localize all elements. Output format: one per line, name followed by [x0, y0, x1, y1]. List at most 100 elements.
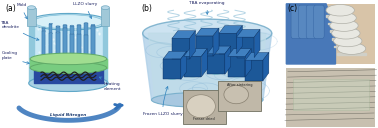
- Ellipse shape: [326, 4, 355, 16]
- Polygon shape: [228, 49, 251, 56]
- Ellipse shape: [152, 92, 263, 108]
- FancyBboxPatch shape: [63, 28, 67, 59]
- Polygon shape: [213, 28, 219, 56]
- FancyBboxPatch shape: [163, 59, 181, 79]
- Ellipse shape: [143, 19, 272, 47]
- Ellipse shape: [29, 13, 108, 30]
- Text: Frozen LLZO slurry: Frozen LLZO slurry: [143, 87, 182, 116]
- FancyBboxPatch shape: [207, 54, 225, 74]
- Ellipse shape: [84, 30, 88, 31]
- FancyBboxPatch shape: [137, 0, 284, 128]
- FancyBboxPatch shape: [42, 24, 45, 59]
- Text: Mold: Mold: [16, 3, 27, 19]
- Ellipse shape: [187, 74, 198, 77]
- FancyBboxPatch shape: [306, 5, 316, 38]
- Ellipse shape: [63, 28, 67, 29]
- Text: TBA
dendrite: TBA dendrite: [2, 21, 39, 40]
- Ellipse shape: [56, 27, 59, 28]
- FancyBboxPatch shape: [49, 24, 53, 59]
- Polygon shape: [328, 23, 356, 24]
- Ellipse shape: [337, 43, 366, 54]
- Polygon shape: [330, 30, 358, 32]
- FancyBboxPatch shape: [291, 5, 301, 38]
- Polygon shape: [195, 28, 219, 36]
- Ellipse shape: [49, 23, 53, 24]
- Ellipse shape: [101, 6, 110, 10]
- Ellipse shape: [91, 26, 95, 27]
- Ellipse shape: [91, 24, 95, 25]
- FancyBboxPatch shape: [27, 8, 36, 26]
- FancyBboxPatch shape: [245, 60, 263, 81]
- Ellipse shape: [77, 33, 81, 34]
- Ellipse shape: [63, 29, 67, 30]
- FancyBboxPatch shape: [70, 30, 74, 59]
- FancyBboxPatch shape: [42, 31, 45, 59]
- FancyBboxPatch shape: [63, 29, 67, 59]
- Polygon shape: [245, 49, 251, 77]
- FancyBboxPatch shape: [218, 81, 261, 111]
- FancyBboxPatch shape: [56, 26, 59, 59]
- Polygon shape: [237, 26, 242, 54]
- FancyBboxPatch shape: [70, 34, 74, 59]
- Polygon shape: [143, 33, 272, 100]
- FancyBboxPatch shape: [314, 5, 324, 38]
- FancyBboxPatch shape: [228, 56, 245, 77]
- FancyBboxPatch shape: [299, 5, 309, 38]
- FancyBboxPatch shape: [284, 0, 378, 128]
- Text: TBA evaporating: TBA evaporating: [189, 1, 225, 14]
- FancyBboxPatch shape: [195, 36, 213, 56]
- Polygon shape: [293, 79, 369, 110]
- Ellipse shape: [231, 74, 242, 77]
- Text: (a): (a): [5, 4, 16, 13]
- Polygon shape: [219, 26, 242, 33]
- FancyBboxPatch shape: [49, 27, 53, 59]
- Ellipse shape: [328, 12, 356, 24]
- Ellipse shape: [224, 86, 249, 104]
- Polygon shape: [201, 49, 207, 77]
- Ellipse shape: [77, 28, 81, 29]
- Ellipse shape: [330, 20, 358, 31]
- Polygon shape: [333, 46, 362, 47]
- FancyBboxPatch shape: [91, 25, 95, 59]
- FancyBboxPatch shape: [56, 27, 59, 59]
- Polygon shape: [263, 52, 269, 81]
- Ellipse shape: [42, 24, 45, 25]
- Polygon shape: [287, 4, 336, 64]
- Ellipse shape: [70, 33, 74, 34]
- Ellipse shape: [70, 30, 74, 31]
- Ellipse shape: [49, 27, 53, 28]
- Ellipse shape: [333, 35, 362, 47]
- Text: Heating
element: Heating element: [99, 77, 121, 91]
- FancyBboxPatch shape: [77, 29, 81, 59]
- Polygon shape: [184, 49, 207, 56]
- Polygon shape: [207, 46, 231, 54]
- Ellipse shape: [249, 77, 259, 81]
- FancyBboxPatch shape: [287, 4, 375, 64]
- Text: Liquid Nitrogen: Liquid Nitrogen: [50, 113, 87, 117]
- Polygon shape: [190, 31, 195, 59]
- FancyBboxPatch shape: [84, 35, 88, 59]
- Ellipse shape: [34, 15, 103, 29]
- FancyBboxPatch shape: [77, 34, 81, 59]
- Ellipse shape: [27, 6, 36, 10]
- Ellipse shape: [30, 53, 107, 65]
- FancyBboxPatch shape: [219, 33, 237, 54]
- Ellipse shape: [167, 76, 177, 80]
- Ellipse shape: [332, 28, 360, 39]
- Ellipse shape: [223, 51, 233, 54]
- Ellipse shape: [187, 95, 215, 118]
- FancyBboxPatch shape: [101, 8, 110, 26]
- Ellipse shape: [211, 71, 221, 75]
- Polygon shape: [337, 53, 366, 55]
- FancyBboxPatch shape: [184, 56, 201, 77]
- Polygon shape: [254, 29, 260, 58]
- Ellipse shape: [176, 56, 186, 60]
- Ellipse shape: [29, 75, 108, 92]
- Text: (b): (b): [141, 4, 152, 13]
- FancyBboxPatch shape: [91, 27, 95, 59]
- Polygon shape: [149, 33, 266, 97]
- Ellipse shape: [84, 35, 88, 36]
- FancyBboxPatch shape: [287, 68, 375, 127]
- FancyBboxPatch shape: [0, 0, 137, 128]
- Ellipse shape: [56, 26, 59, 27]
